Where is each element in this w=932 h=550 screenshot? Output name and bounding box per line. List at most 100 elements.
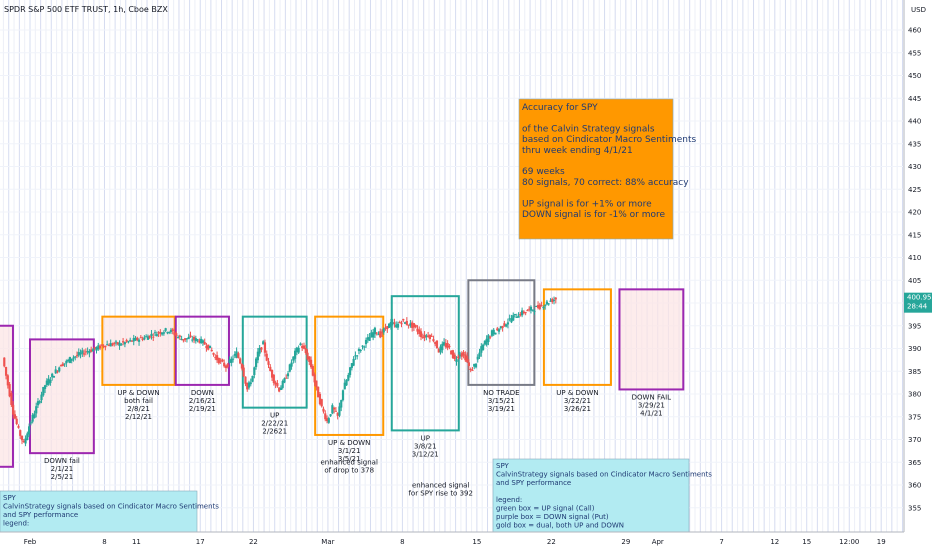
candle-body <box>61 363 64 366</box>
candle-body <box>513 313 517 315</box>
signal-label: 3/8/21 <box>414 442 437 450</box>
candle-body <box>505 324 508 327</box>
candle-body <box>226 364 229 368</box>
candle-body <box>474 363 478 368</box>
candle-body <box>542 307 545 309</box>
legend-note-right-text: CalvinStrategy signals based on Cindicat… <box>496 471 712 479</box>
signal-box <box>101 315 176 386</box>
signal-label: UP & DOWN <box>556 389 598 397</box>
candle-body <box>28 426 31 435</box>
candle-body <box>389 322 392 327</box>
legend-note-right-text: purple box = DOWN signal (Put) <box>496 513 609 521</box>
price-tick-label: 460 <box>908 27 921 35</box>
candle-body <box>386 326 389 330</box>
candle-body <box>263 342 267 353</box>
candle-body <box>524 312 527 314</box>
candle-body <box>283 378 286 383</box>
signal-label: DOWN FAIL <box>632 393 672 401</box>
candle-body <box>432 339 435 342</box>
candle-body <box>4 367 8 376</box>
candle-body <box>13 414 17 419</box>
candle-body <box>425 335 428 337</box>
candle-body <box>512 315 515 321</box>
accuracy-info-box-text: based on Cindicator Macro Sentiments <box>522 135 696 145</box>
candle-body <box>311 366 314 376</box>
candle-body <box>434 342 437 345</box>
candle-body <box>467 362 470 366</box>
candle-body <box>382 328 385 333</box>
candle-body <box>318 393 322 405</box>
price-tick-label: 445 <box>908 95 921 103</box>
signal-label: 2/8/21 <box>127 405 150 413</box>
candle-body <box>157 332 160 334</box>
price-axis-bg <box>904 0 932 532</box>
candle-body <box>59 365 63 367</box>
time-axis[interactable]: Feb 8 11 17 22 Mar 8 15 22 29 Apr 7 12 15 12:00 19 <box>0 531 932 550</box>
candle-body <box>221 359 224 362</box>
candle-body <box>184 338 187 340</box>
candle-body <box>182 339 185 341</box>
candle-body <box>102 345 105 347</box>
accuracy-info-box-text: 80 signals, 70 correct: 88% accuracy <box>522 178 689 188</box>
candle-body <box>88 351 91 354</box>
legend-note-right-text: and SPY performance <box>496 479 571 487</box>
candle-body <box>350 363 353 368</box>
candle-body <box>450 350 453 355</box>
candle-body <box>75 355 79 357</box>
candle-body <box>304 348 307 354</box>
signal-label: 4/1/21 <box>640 409 663 417</box>
candle-body <box>104 345 107 348</box>
candle-body <box>109 343 112 347</box>
candle-body <box>162 332 165 334</box>
candle-body <box>416 328 419 332</box>
candle-body <box>72 357 75 359</box>
candle-body <box>228 359 231 363</box>
candle-body <box>49 379 52 383</box>
candle-body <box>478 352 481 357</box>
price-axis[interactable]: USD3553603653703753803853903954004054104… <box>903 0 932 532</box>
candle-body <box>130 340 134 342</box>
candle-body <box>205 345 208 349</box>
candle-body <box>554 297 557 300</box>
candle-body <box>529 306 533 311</box>
time-tick-label: 22 <box>249 538 258 546</box>
candle-body <box>308 356 311 362</box>
candle-body <box>267 361 270 365</box>
candle-body <box>492 329 495 335</box>
candle-body <box>24 438 27 444</box>
candle-body <box>208 345 212 349</box>
price-tick-label: 380 <box>908 391 921 399</box>
candle-body <box>134 337 137 341</box>
candle-body <box>114 341 118 343</box>
signal-label: 3/22/21 <box>564 397 591 405</box>
signal-boxes <box>0 279 685 468</box>
signal-label: 3/5/21 <box>338 455 361 463</box>
candle-body <box>113 342 116 344</box>
signal-box <box>241 315 308 409</box>
candle-body <box>334 410 337 412</box>
candle-body <box>150 333 153 336</box>
candle-body <box>278 387 281 392</box>
candle-body <box>423 334 426 339</box>
time-tick-label: 11 <box>132 538 141 546</box>
candle-body <box>299 343 302 346</box>
candle-body <box>159 331 162 334</box>
candle-body <box>274 382 277 385</box>
candle-body <box>123 342 126 345</box>
candle-body <box>77 352 80 356</box>
time-tick-label: 12:00 <box>839 538 859 546</box>
price-tick-label: 375 <box>908 413 921 421</box>
candle-body <box>506 322 510 325</box>
candle-body <box>547 303 550 305</box>
candle-body <box>31 414 34 422</box>
candle-body <box>336 412 339 416</box>
candle-body <box>306 352 309 360</box>
signal-label: 3/1/21 <box>338 447 361 455</box>
accuracy-info-box-text: DOWN signal is for -1% or more <box>522 210 666 220</box>
candle-body <box>201 340 204 343</box>
candle-body <box>152 336 155 338</box>
candle-body <box>412 323 416 328</box>
candle-body <box>40 394 43 401</box>
legend-note-left-text: CalvinStrategy signals based on Cindicat… <box>3 503 219 511</box>
